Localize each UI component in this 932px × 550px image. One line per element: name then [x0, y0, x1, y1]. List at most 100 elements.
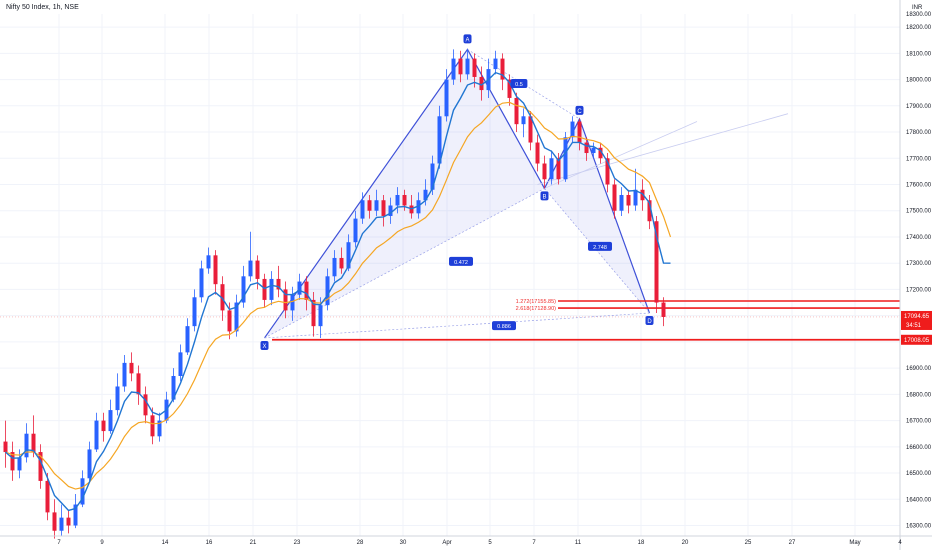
- candle-body: [122, 362, 127, 387]
- candle-body: [549, 158, 554, 180]
- candle: [213, 250, 218, 295]
- y-tick-label: 17900.00: [906, 104, 932, 110]
- candle-body: [325, 276, 330, 306]
- candle-body: [73, 504, 78, 526]
- candle: [276, 265, 281, 298]
- candle: [437, 105, 442, 169]
- candle-body: [304, 281, 309, 300]
- last-price-badge: 17094.65 34:51: [901, 310, 932, 330]
- candle: [598, 142, 603, 164]
- candle-body: [640, 189, 645, 201]
- candle: [122, 355, 127, 392]
- candle-body: [542, 163, 547, 180]
- ratio-line-xb: [264, 188, 545, 339]
- candle: [73, 494, 78, 529]
- candle: [255, 255, 260, 290]
- x-tick-label: 28: [357, 540, 364, 546]
- x-tick-label: 14: [162, 540, 169, 546]
- y-tick-label: 16300.00: [906, 524, 932, 530]
- candle: [535, 134, 540, 172]
- candle-body: [10, 452, 15, 471]
- candle: [129, 352, 134, 382]
- point-tag-label: C: [577, 109, 582, 115]
- candle: [45, 473, 50, 521]
- x-tick-label: 18: [638, 540, 645, 546]
- candle-body: [444, 79, 449, 117]
- candle-body: [654, 221, 659, 303]
- ratio-tag-label: 2.748: [593, 245, 607, 251]
- point-tag-box: [463, 34, 472, 44]
- candle-body: [332, 257, 337, 277]
- point-tag-box: [575, 105, 584, 115]
- candle: [66, 509, 71, 534]
- candle-body: [612, 184, 617, 211]
- candle-body: [577, 121, 582, 143]
- y-tick-label: 16800.00: [906, 392, 932, 398]
- candle: [549, 150, 554, 185]
- candle-body: [374, 200, 379, 211]
- candle: [563, 132, 568, 182]
- candle-body: [108, 410, 113, 432]
- candle-countdown: 34:51: [906, 323, 922, 329]
- x-tick-label: 7: [57, 540, 61, 546]
- y-tick-label: 17400.00: [906, 235, 932, 241]
- candle: [367, 194, 372, 219]
- candle-body: [619, 194, 624, 211]
- candle-body: [507, 79, 512, 98]
- ratio-tag-box: [492, 321, 516, 331]
- y-tick-label: 16400.00: [906, 497, 932, 503]
- ema-fast-line: [5, 71, 671, 512]
- candle: [542, 155, 547, 189]
- candle-body: [570, 121, 575, 138]
- candle-body: [500, 58, 505, 80]
- candle: [136, 365, 141, 405]
- candle: [493, 50, 498, 75]
- x-tick-label: May: [849, 540, 860, 546]
- x-tick-label: 27: [789, 540, 796, 546]
- candle-body: [353, 218, 358, 243]
- candle-body: [430, 163, 435, 190]
- x-tick-label: 9: [100, 540, 104, 546]
- y-tick-label: 17200.00: [906, 287, 932, 293]
- y-tick-label: 17500.00: [906, 209, 932, 215]
- candle: [38, 444, 43, 489]
- trend-line: [537, 113, 789, 185]
- candle-body: [360, 200, 365, 219]
- candle-body: [269, 278, 274, 300]
- candle-body: [66, 517, 71, 526]
- last-price-box: [901, 310, 932, 330]
- candle: [52, 499, 57, 539]
- candle-body: [451, 58, 456, 80]
- candle-body: [346, 242, 351, 269]
- x-tick-label: 25: [745, 540, 752, 546]
- ratio-tag-box: [510, 79, 528, 89]
- candle: [178, 344, 183, 382]
- y-tick-label: 16700.00: [906, 419, 932, 425]
- candle-body: [423, 189, 428, 201]
- ratio-tag: 2.748: [588, 241, 612, 251]
- candle: [248, 231, 253, 282]
- candle-body: [241, 276, 246, 303]
- candle: [262, 273, 267, 308]
- candle: [192, 289, 197, 332]
- candle-body: [143, 394, 148, 416]
- point-tag-box: [645, 316, 654, 326]
- y-tick-label: 17800.00: [906, 130, 932, 136]
- x-tick-label: 16: [206, 540, 213, 546]
- candle: [612, 179, 617, 219]
- candle: [465, 49, 470, 80]
- candle-body: [220, 284, 225, 311]
- candle-body: [150, 415, 155, 437]
- candle-body: [661, 302, 666, 317]
- candle: [199, 260, 204, 303]
- x-tick-label: Apr: [442, 540, 451, 546]
- last-price-value: 17094.65: [904, 314, 930, 320]
- candle-body: [521, 116, 526, 125]
- y-tick-label: 18300.00: [906, 12, 932, 18]
- candle-body: [234, 302, 239, 332]
- x-tick-label: 20: [682, 540, 689, 546]
- candle: [556, 153, 561, 185]
